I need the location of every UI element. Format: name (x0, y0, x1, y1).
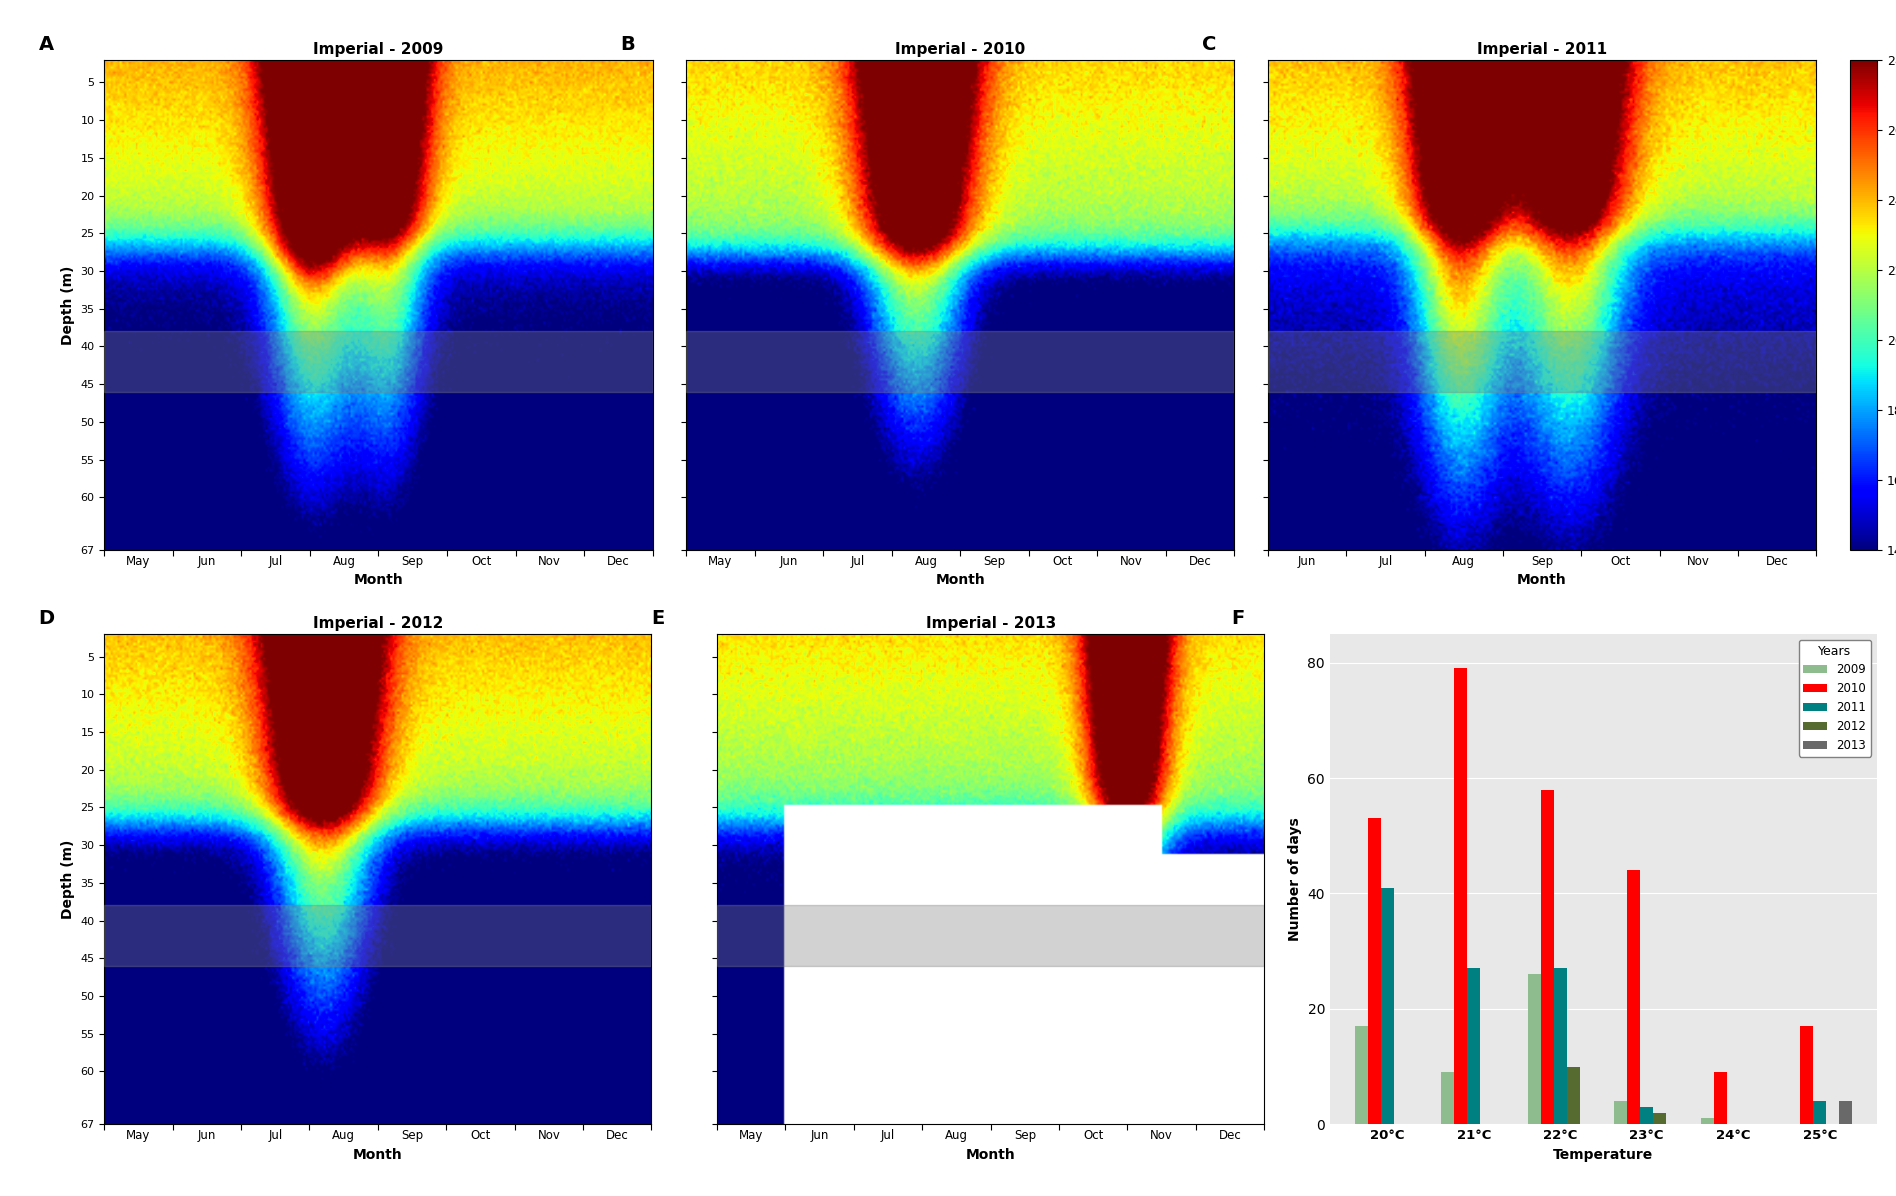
Bar (686, 331, 1234, 392)
X-axis label: Month: Month (965, 1147, 1016, 1161)
Bar (1566, 1067, 1579, 1124)
Y-axis label: Number of days: Number of days (1287, 817, 1303, 941)
Bar (717, 905, 1265, 966)
Y-axis label: Depth (m): Depth (m) (61, 840, 74, 919)
Text: D: D (38, 609, 55, 628)
Bar (1653, 1112, 1667, 1124)
Text: F: F (1231, 609, 1244, 628)
Bar (104, 331, 652, 392)
Bar (1613, 1102, 1627, 1124)
X-axis label: Temperature: Temperature (1553, 1148, 1653, 1161)
Bar (1454, 669, 1468, 1124)
Title: Imperial - 2013: Imperial - 2013 (925, 616, 1056, 631)
Text: B: B (620, 35, 635, 54)
Bar (1528, 975, 1541, 1124)
Text: C: C (1202, 35, 1217, 54)
X-axis label: Month: Month (353, 1147, 402, 1161)
Bar (1627, 871, 1640, 1124)
X-axis label: Month: Month (1517, 573, 1566, 587)
Legend: 2009, 2010, 2011, 2012, 2013: 2009, 2010, 2011, 2012, 2013 (1799, 640, 1871, 757)
Title: Imperial - 2010: Imperial - 2010 (895, 42, 1026, 57)
Bar (1701, 1118, 1714, 1124)
Title: Imperial - 2012: Imperial - 2012 (313, 616, 444, 631)
X-axis label: Month: Month (353, 573, 404, 587)
Text: A: A (38, 35, 53, 54)
Text: E: E (652, 609, 665, 628)
Bar (1380, 887, 1394, 1124)
Bar (1356, 1026, 1367, 1124)
Bar (1839, 1102, 1852, 1124)
Bar (1268, 331, 1816, 392)
Bar (1801, 1026, 1813, 1124)
Bar (1367, 818, 1380, 1124)
Bar (1541, 789, 1553, 1124)
Bar (1553, 969, 1566, 1124)
Bar (1640, 1107, 1653, 1124)
Bar (1468, 969, 1481, 1124)
Bar (1813, 1102, 1826, 1124)
Title: Imperial - 2011: Imperial - 2011 (1477, 42, 1608, 57)
Bar (1441, 1073, 1454, 1124)
Title: Imperial - 2009: Imperial - 2009 (313, 42, 444, 57)
X-axis label: Month: Month (935, 573, 986, 587)
Bar (1714, 1073, 1727, 1124)
Y-axis label: Depth (m): Depth (m) (61, 266, 74, 344)
Bar (104, 905, 652, 966)
